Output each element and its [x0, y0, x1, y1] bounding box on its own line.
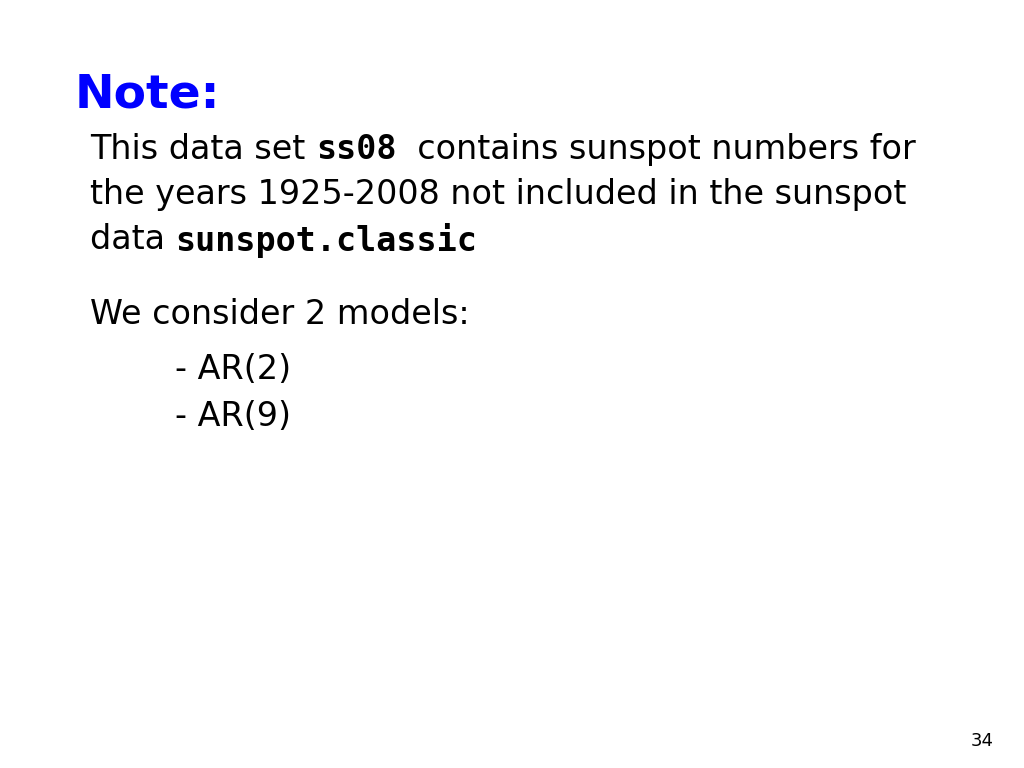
Text: This data set: This data set — [90, 133, 315, 166]
Text: sunspot.classic: sunspot.classic — [176, 223, 477, 258]
Text: 34: 34 — [971, 732, 994, 750]
Text: - AR(2): - AR(2) — [175, 353, 291, 386]
Text: the years 1925-2008 not included in the sunspot: the years 1925-2008 not included in the … — [90, 178, 906, 211]
Text: Note:: Note: — [75, 73, 220, 118]
Text: contains sunspot numbers for: contains sunspot numbers for — [396, 133, 916, 166]
Text: We consider 2 models:: We consider 2 models: — [90, 298, 470, 331]
Text: ss08: ss08 — [315, 133, 396, 166]
Text: - AR(9): - AR(9) — [175, 400, 291, 433]
Text: data: data — [90, 223, 176, 256]
